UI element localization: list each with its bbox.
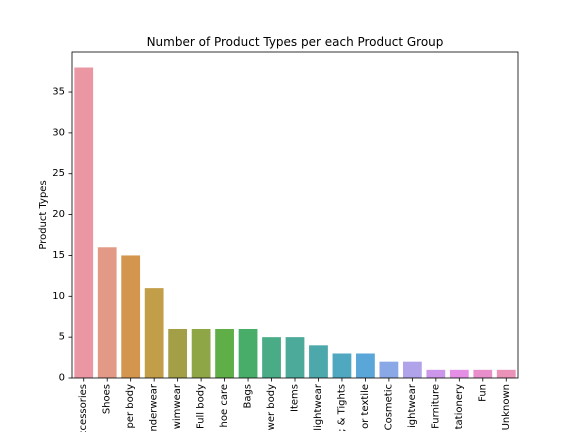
- bar-4: [168, 328, 188, 378]
- y-axis: 0 5 10 15 20 25 30 35: [52, 87, 72, 384]
- bar-7: [238, 328, 258, 378]
- bar-11: [332, 353, 352, 378]
- y-tick-label-7: 35: [52, 87, 65, 98]
- chart-title: Number of Product Types per each Product…: [147, 35, 444, 49]
- x-tick-label-9: Items: [290, 384, 301, 412]
- bar-15: [426, 369, 446, 378]
- y-tick-label-2: 10: [52, 291, 65, 302]
- bar-1: [97, 247, 117, 378]
- x-tick-label-4: wimwear: [172, 383, 183, 429]
- x-tick-label-12: or textile: [360, 384, 371, 429]
- bar-10: [309, 345, 328, 378]
- y-tick-label-4: 20: [52, 209, 65, 220]
- x-tick-label-18: Unknown: [501, 384, 512, 430]
- x-tick-label-1: Shoes: [102, 384, 113, 414]
- plot-frame: [71, 51, 519, 379]
- bar-17: [473, 369, 493, 378]
- x-tick-label-11: ; & Tights: [336, 384, 347, 432]
- y-tick-label-6: 30: [52, 127, 65, 138]
- bar-8: [262, 337, 281, 378]
- y-tick-label-3: 15: [52, 250, 65, 261]
- x-tick-label-10: lightwear: [313, 383, 324, 431]
- x-tick-label-7: Bags: [243, 384, 254, 409]
- bar-0: [74, 67, 94, 379]
- bar-12: [356, 353, 375, 378]
- x-tick-label-2: per body: [125, 384, 136, 429]
- y-axis-label: Product Types: [38, 180, 49, 249]
- x-tick-label-16: tationery: [454, 384, 465, 429]
- x-tick-label-14: ightwear: [407, 383, 418, 428]
- bar-14: [402, 361, 422, 378]
- bars-layer: [74, 67, 516, 379]
- x-tick-label-0: ccessories: [78, 384, 89, 432]
- bar-2: [121, 255, 141, 378]
- x-tick-label-3: nderwear: [149, 383, 160, 431]
- bar-13: [379, 361, 399, 378]
- y-tick-label-1: 5: [59, 332, 65, 343]
- bar-5: [191, 328, 211, 378]
- x-tick-label-5: Full body: [196, 384, 207, 429]
- bar-18: [496, 369, 516, 378]
- x-axis: ccessories Shoes per body nderwear wimwear Fu…: [78, 378, 512, 432]
- bar-3: [144, 288, 164, 378]
- x-tick-label-8: wer body: [266, 384, 277, 430]
- bar-9: [285, 337, 305, 378]
- bar-6: [215, 328, 234, 378]
- x-tick-label-15: Furniture: [430, 384, 441, 429]
- x-tick-label-13: Cosmetic: [383, 384, 394, 430]
- bar-16: [449, 369, 469, 378]
- y-tick-label-0: 0: [59, 373, 65, 384]
- x-tick-label-6: hoe care: [219, 384, 230, 427]
- y-tick-label-5: 25: [52, 168, 65, 179]
- x-tick-label-17: Fun: [477, 384, 488, 402]
